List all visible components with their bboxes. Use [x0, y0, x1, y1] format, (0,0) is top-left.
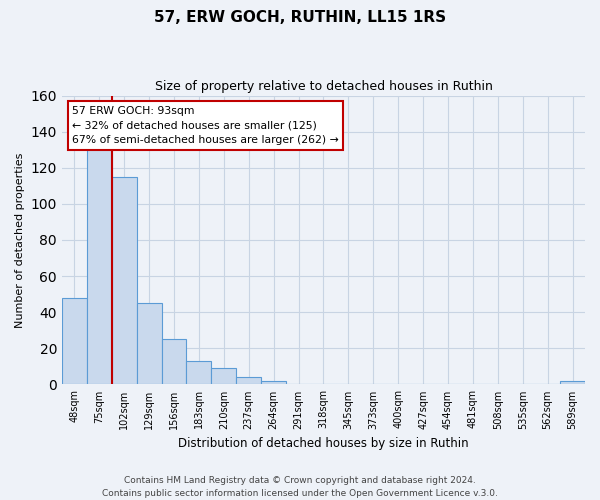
Bar: [161, 340, 187, 384]
Bar: [236, 377, 261, 384]
Text: Contains HM Land Registry data © Crown copyright and database right 2024.
Contai: Contains HM Land Registry data © Crown c…: [102, 476, 498, 498]
Bar: [211, 368, 236, 384]
Bar: [187, 361, 211, 384]
Title: Size of property relative to detached houses in Ruthin: Size of property relative to detached ho…: [155, 80, 493, 93]
Bar: [137, 303, 161, 384]
Bar: [62, 298, 87, 384]
Y-axis label: Number of detached properties: Number of detached properties: [15, 152, 25, 328]
Text: 57, ERW GOCH, RUTHIN, LL15 1RS: 57, ERW GOCH, RUTHIN, LL15 1RS: [154, 10, 446, 25]
Bar: [560, 381, 585, 384]
Bar: [112, 177, 137, 384]
Bar: [261, 381, 286, 384]
Bar: [87, 142, 112, 384]
Text: 57 ERW GOCH: 93sqm
← 32% of detached houses are smaller (125)
67% of semi-detach: 57 ERW GOCH: 93sqm ← 32% of detached hou…: [73, 106, 339, 146]
X-axis label: Distribution of detached houses by size in Ruthin: Distribution of detached houses by size …: [178, 437, 469, 450]
